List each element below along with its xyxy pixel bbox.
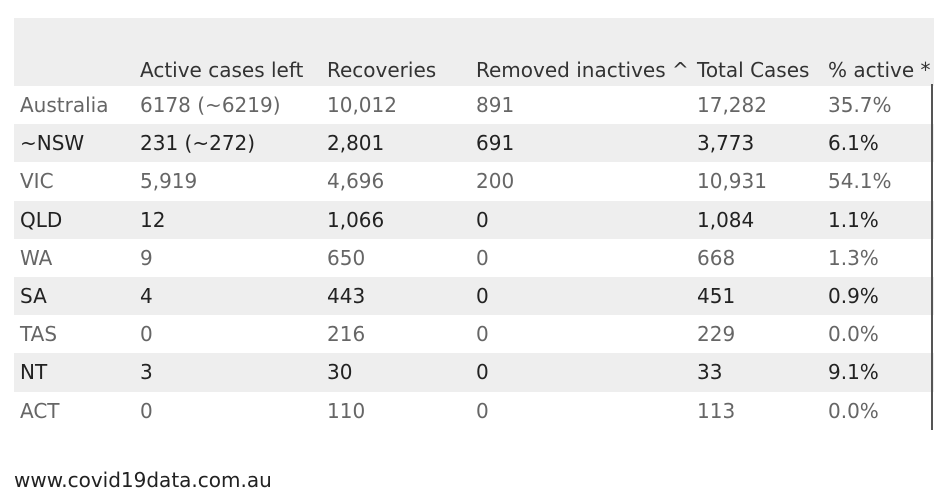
header-recoveries: Recoveries — [321, 18, 470, 86]
cell-recoveries: 110 — [327, 398, 366, 423]
scroll-edge — [931, 84, 933, 430]
cell-total-cases: 668 — [697, 245, 736, 270]
header-region — [14, 18, 134, 86]
cell-removed-inactives: 0 — [476, 322, 489, 347]
cell-recoveries: 1,066 — [321, 200, 470, 239]
cell-active-cases: 3 — [134, 353, 321, 392]
header-active: Active cases left — [134, 18, 321, 86]
source-url: www.covid19data.com.au — [14, 468, 272, 492]
table-row: Australia 6178 (~6219) 10,012 891 17,282 35.7… — [14, 86, 934, 124]
cell-removed-inactives: 0 — [470, 276, 691, 316]
cell-active-cases: 12 — [134, 200, 321, 239]
cell-region: TAS — [20, 322, 58, 347]
cell-active-cases: 5,919 — [140, 169, 198, 194]
table-row: ACT 0 110 0 113 0.0% — [14, 392, 934, 430]
cell-recoveries: 10,012 — [327, 93, 397, 118]
table-row: ~NSW 231 (~272) 2,801 691 3,773 6.1% — [14, 124, 934, 163]
header-removed: Removed inactives ^ — [470, 18, 691, 86]
cell-active-cases: 9 — [140, 245, 153, 270]
cell-region: ~NSW — [14, 124, 134, 163]
cell-percent-active: 1.3% — [828, 245, 879, 270]
cell-recoveries: 216 — [327, 322, 366, 347]
cell-removed-inactives: 0 — [470, 353, 691, 392]
cell-total-cases: 17,282 — [697, 93, 767, 118]
cell-percent-active: 0.0% — [828, 398, 879, 423]
cell-region: WA — [20, 245, 53, 270]
header-row: Active cases left Recoveries Removed ina… — [14, 18, 934, 86]
table-row: QLD 12 1,066 0 1,084 1.1% — [14, 200, 934, 239]
cell-removed-inactives: 691 — [470, 124, 691, 163]
cell-recoveries: 4,696 — [327, 169, 385, 194]
cell-region: ACT — [20, 398, 60, 423]
cell-percent-active: 0.0% — [828, 322, 879, 347]
cell-total-cases: 451 — [691, 276, 822, 316]
cell-region: SA — [14, 276, 134, 316]
cell-recoveries: 30 — [321, 353, 470, 392]
table-row: TAS 0 216 0 229 0.0% — [14, 315, 934, 353]
cell-percent-active: 0.9% — [822, 276, 934, 316]
cell-percent-active: 54.1% — [828, 169, 892, 194]
cell-active-cases: 0 — [140, 322, 153, 347]
cell-total-cases: 229 — [697, 322, 736, 347]
cell-removed-inactives: 0 — [476, 245, 489, 270]
table-row: WA 9 650 0 668 1.3% — [14, 239, 934, 277]
cell-removed-inactives: 0 — [470, 200, 691, 239]
cell-total-cases: 113 — [697, 398, 736, 423]
cell-total-cases: 33 — [691, 353, 822, 392]
cell-region: VIC — [20, 169, 54, 194]
cell-active-cases: 0 — [140, 398, 153, 423]
header-total: Total Cases — [691, 18, 822, 86]
cell-region: Australia — [20, 93, 109, 118]
cell-active-cases: 231 (~272) — [134, 124, 321, 163]
cell-active-cases: 4 — [134, 276, 321, 316]
cell-percent-active: 6.1% — [822, 124, 934, 163]
cell-percent-active: 9.1% — [822, 353, 934, 392]
cell-removed-inactives: 0 — [476, 398, 489, 423]
cell-recoveries: 2,801 — [321, 124, 470, 163]
cell-active-cases: 6178 (~6219) — [140, 93, 281, 118]
cell-removed-inactives: 200 — [476, 169, 515, 194]
table-row: NT 3 30 0 33 9.1% — [14, 353, 934, 392]
table-row: VIC 5,919 4,696 200 10,931 54.1% — [14, 162, 934, 200]
cell-recoveries: 443 — [321, 276, 470, 316]
cell-region: NT — [14, 353, 134, 392]
cell-percent-active: 35.7% — [828, 93, 892, 118]
cell-total-cases: 3,773 — [691, 124, 822, 163]
header-percent-active: % active * — [822, 18, 934, 86]
table-row: SA 4 443 0 451 0.9% — [14, 276, 934, 316]
covid-cases-table: Active cases left Recoveries Removed ina… — [14, 18, 934, 430]
cell-total-cases: 1,084 — [691, 200, 822, 239]
cell-region: QLD — [14, 200, 134, 239]
cell-total-cases: 10,931 — [697, 169, 767, 194]
cell-removed-inactives: 891 — [476, 93, 515, 118]
cell-percent-active: 1.1% — [822, 200, 934, 239]
cell-recoveries: 650 — [327, 245, 366, 270]
